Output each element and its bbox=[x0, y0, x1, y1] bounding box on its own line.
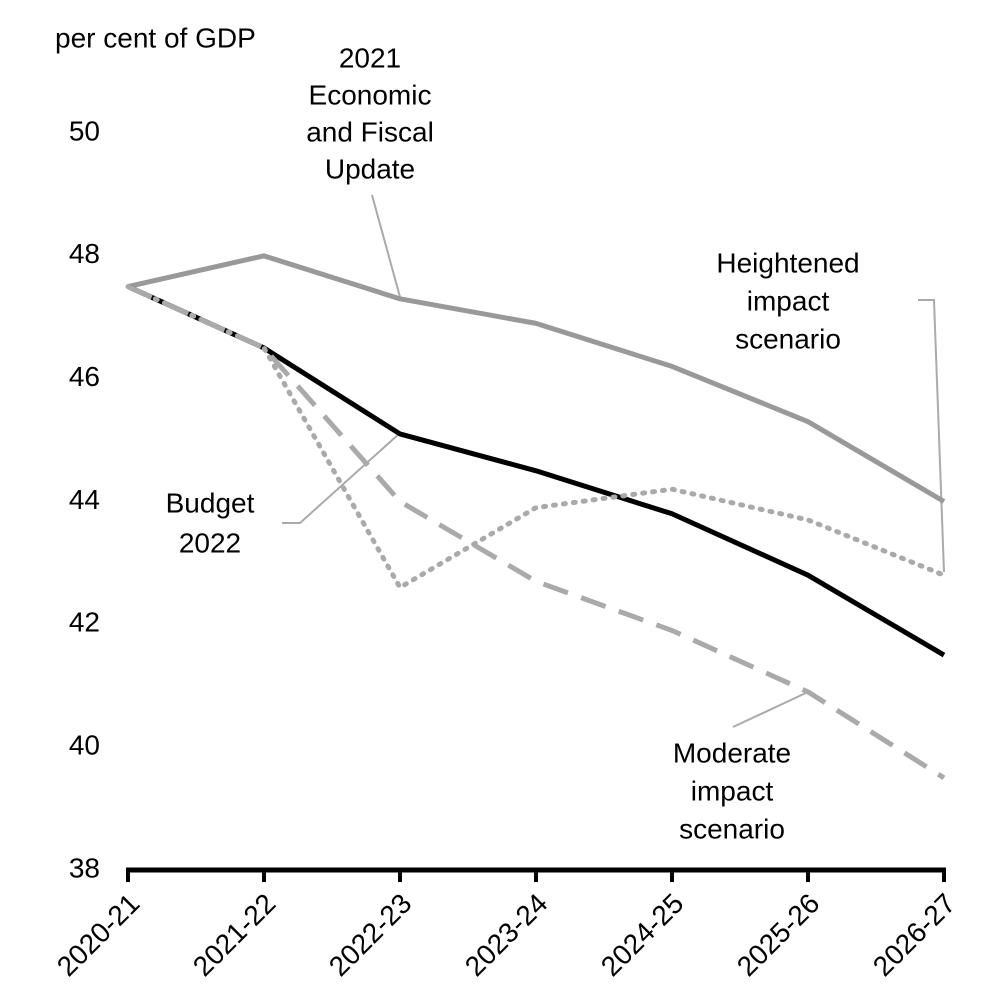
series-label: Update bbox=[325, 153, 415, 184]
y-tick-label: 50 bbox=[69, 115, 100, 146]
series-label: Moderate bbox=[673, 737, 791, 768]
leader-line bbox=[918, 299, 945, 573]
y-tick-label: 42 bbox=[69, 607, 100, 638]
series-label: Heightened bbox=[716, 247, 859, 278]
y-tick-label: 46 bbox=[69, 361, 100, 392]
series-line bbox=[126, 284, 946, 780]
x-tick-label: 2024-25 bbox=[595, 888, 690, 983]
y-tick-label: 40 bbox=[69, 730, 100, 761]
x-tick-label: 2020-21 bbox=[51, 888, 146, 983]
series-label: scenario bbox=[735, 323, 841, 354]
x-tick-label: 2025-26 bbox=[731, 888, 826, 983]
series-label: Budget bbox=[166, 487, 255, 518]
y-tick-label: 48 bbox=[69, 238, 100, 269]
x-tick-label: 2023-24 bbox=[459, 888, 554, 983]
leader-line bbox=[371, 194, 401, 298]
x-tick-label: 2026-27 bbox=[867, 888, 962, 983]
series-line bbox=[125, 284, 947, 590]
y-tick-label: 44 bbox=[69, 484, 100, 515]
series-label: 2022 bbox=[179, 527, 241, 558]
series-label: and Fiscal bbox=[306, 116, 434, 147]
x-tick-label: 2022-23 bbox=[323, 888, 418, 983]
series-label: scenario bbox=[679, 813, 785, 844]
x-tick-label: 2021-22 bbox=[187, 888, 282, 983]
series-label: Economic bbox=[309, 79, 432, 110]
leader-line bbox=[732, 691, 809, 728]
series-label: 2021 bbox=[339, 42, 401, 73]
series-label: impact bbox=[691, 775, 774, 806]
y-tick-label: 38 bbox=[69, 852, 100, 883]
series-label: impact bbox=[747, 285, 830, 316]
series-line bbox=[127, 253, 946, 504]
y-axis-label: per cent of GDP bbox=[55, 22, 256, 53]
